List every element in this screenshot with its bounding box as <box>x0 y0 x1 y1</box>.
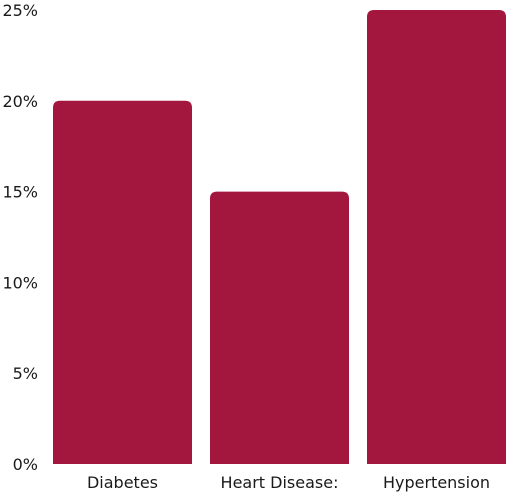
x-category-label: Hypertension <box>383 473 490 492</box>
y-tick-label: 10% <box>2 273 38 292</box>
bar-heart-disease <box>210 191 349 464</box>
bar-hypertension <box>367 10 506 464</box>
y-tick-label: 5% <box>13 364 38 383</box>
x-axis-labels: Diabetes Heart Disease: Hypertension <box>87 473 490 492</box>
bar-diabetes <box>53 100 192 465</box>
bars <box>53 10 506 465</box>
y-tick-label: 25% <box>2 1 38 20</box>
y-tick-label: 15% <box>2 183 38 202</box>
x-category-label: Heart Disease: <box>221 473 339 492</box>
y-tick-label: 0% <box>13 455 38 474</box>
y-axis-ticks: 0% 5% 10% 15% 20% 25% <box>2 1 38 474</box>
x-category-label: Diabetes <box>87 473 158 492</box>
y-tick-label: 20% <box>2 92 38 111</box>
